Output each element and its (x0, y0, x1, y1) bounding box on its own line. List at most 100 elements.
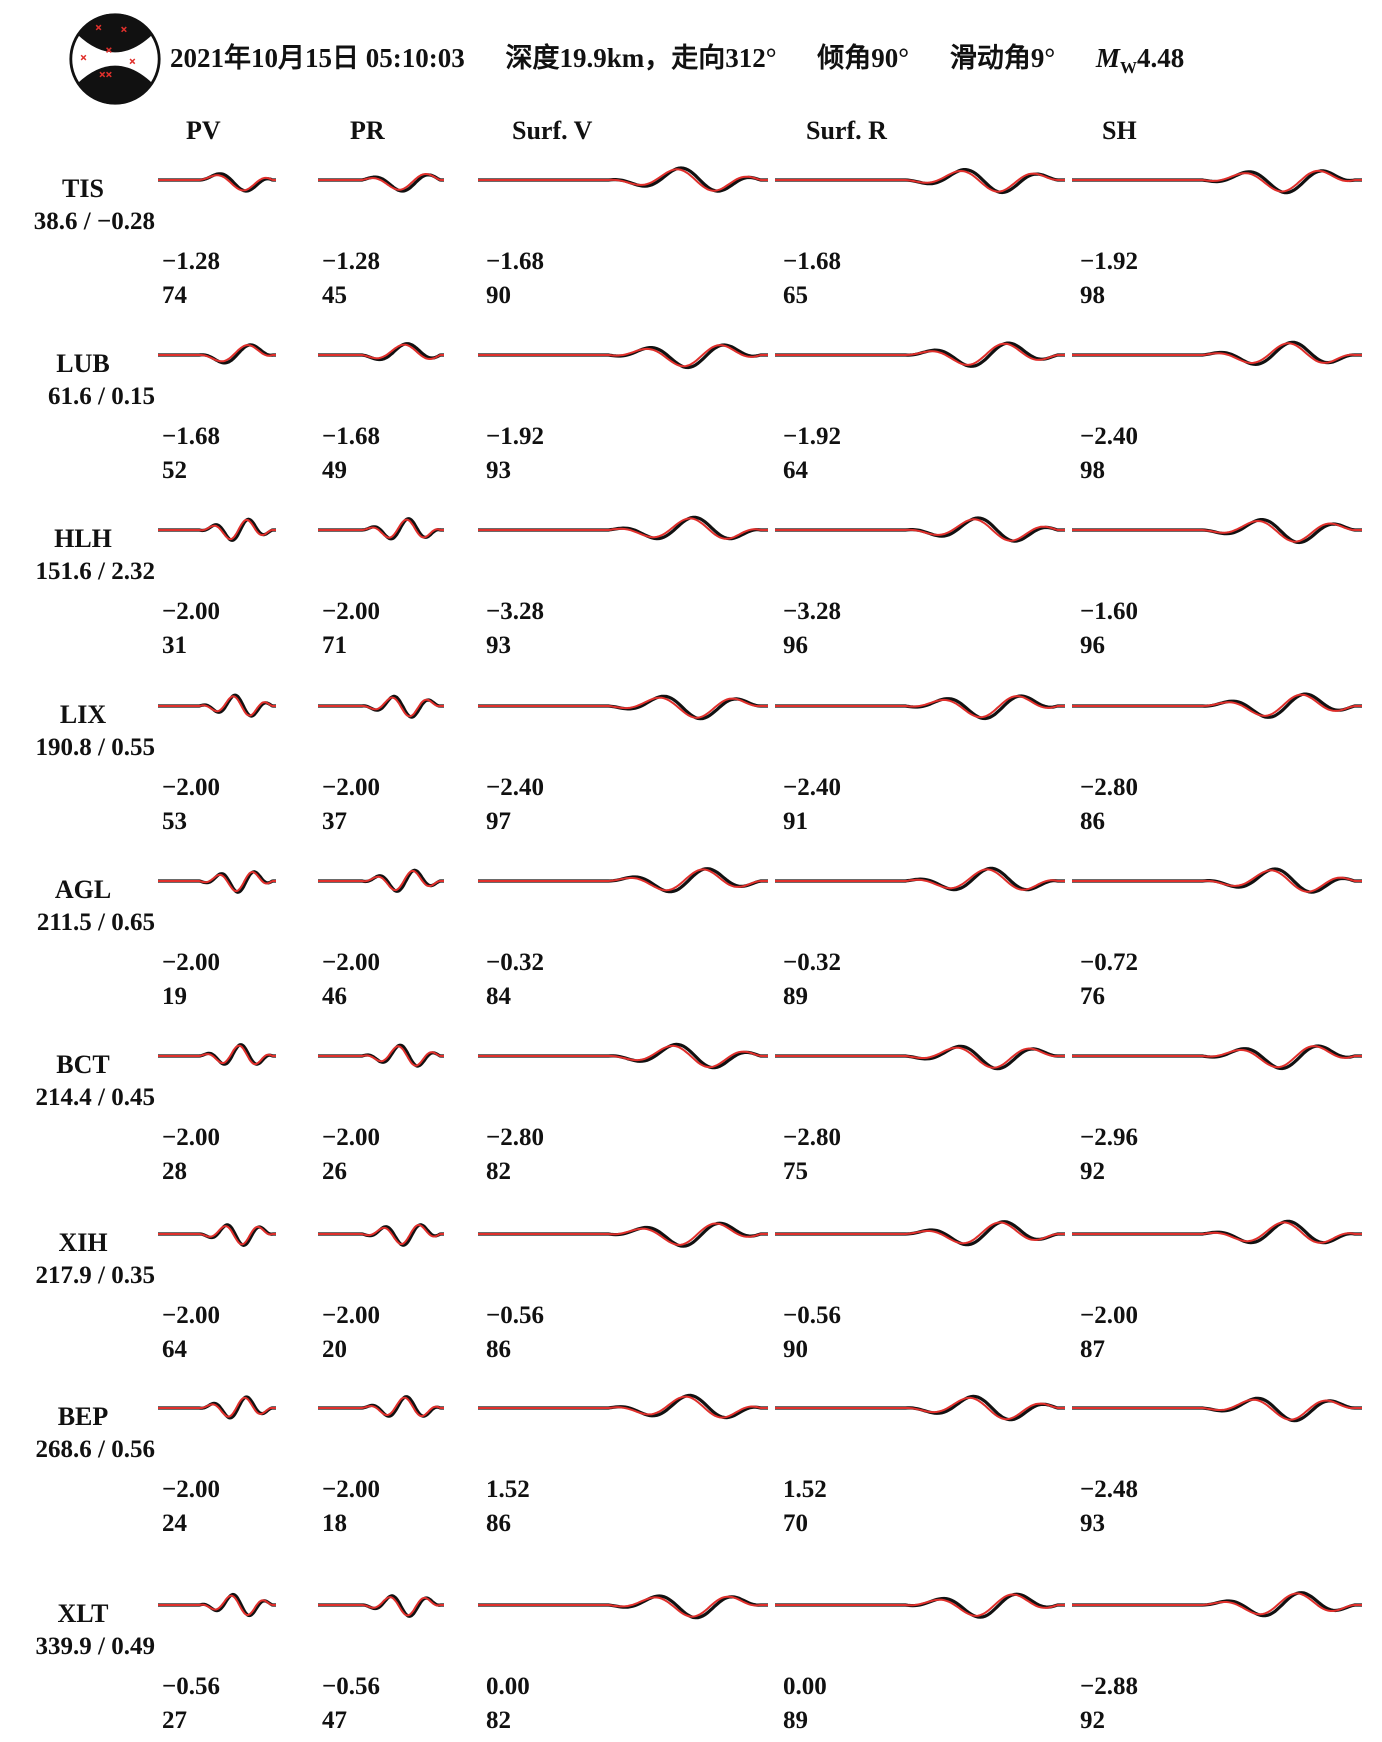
correlation-value: 65 (783, 282, 808, 309)
observed-waveform (158, 172, 276, 193)
correlation-value: 91 (783, 808, 808, 835)
time-shift-value: −2.00 (162, 1476, 220, 1503)
time-shift-value: −1.68 (783, 248, 841, 275)
observed-waveform (318, 1223, 444, 1247)
station-name: LIX (59, 700, 107, 729)
correlation-value: 20 (322, 1336, 347, 1363)
correlation-value: 76 (1080, 983, 1105, 1010)
station-name: HLH (54, 524, 112, 553)
station-distance-azimuth: 217.9 / 0.35 (35, 1262, 155, 1289)
correlation-value: 98 (1080, 457, 1105, 484)
station-name: XLT (57, 1599, 109, 1628)
synthetic-waveform (1072, 1221, 1362, 1244)
correlation-value: 93 (1080, 1510, 1105, 1537)
synthetic-waveform (158, 174, 276, 192)
observed-waveform (158, 517, 276, 542)
synthetic-waveform (775, 169, 1065, 193)
time-shift-value: 0.00 (486, 1673, 530, 1700)
observed-waveform (775, 694, 1065, 721)
time-shift-value: −0.72 (1080, 949, 1138, 976)
observed-waveform (1072, 518, 1362, 545)
correlation-value: 90 (486, 282, 511, 309)
observed-waveform (775, 516, 1065, 543)
time-shift-value: −3.28 (783, 598, 841, 625)
observed-waveform (478, 1594, 768, 1620)
observed-waveform (318, 342, 444, 362)
time-shift-value: −2.00 (162, 1124, 220, 1151)
observed-waveform (775, 1220, 1065, 1247)
observed-waveform (158, 1395, 276, 1420)
correlation-value: 82 (486, 1707, 511, 1734)
time-shift-value: −3.28 (486, 598, 544, 625)
time-shift-value: −0.32 (486, 949, 544, 976)
observed-waveform (478, 1221, 768, 1248)
observed-waveform (318, 868, 444, 893)
station-distance-azimuth: 214.4 / 0.45 (35, 1084, 155, 1111)
magnitude-symbol: M (1095, 43, 1120, 73)
time-shift-value: −1.68 (162, 423, 220, 450)
observed-waveform (775, 1044, 1065, 1071)
synthetic-waveform (478, 168, 768, 192)
correlation-value: 71 (322, 632, 347, 659)
observed-waveform (478, 867, 768, 894)
station-name: AGL (54, 875, 112, 904)
correlation-value: 37 (322, 808, 347, 835)
time-shift-value: −2.80 (1080, 774, 1138, 801)
correlation-value: 46 (322, 983, 347, 1010)
synthetic-waveform (775, 518, 1065, 542)
correlation-value: 49 (322, 457, 347, 484)
observed-waveform (775, 168, 1065, 195)
station-distance-azimuth: 151.6 / 2.32 (35, 558, 155, 585)
synthetic-waveform (318, 696, 444, 718)
time-shift-value: −2.00 (162, 949, 220, 976)
time-shift-value: −0.32 (783, 949, 841, 976)
observed-waveform (318, 173, 444, 193)
time-shift-value: −2.40 (1080, 423, 1138, 450)
observed-waveform (158, 1043, 276, 1066)
event-magnitude: MW4.48 (1095, 43, 1184, 77)
event-depth-strike: 深度19.9km，走向312° (505, 43, 777, 73)
station-name: LUB (56, 349, 110, 378)
correlation-value: 24 (162, 1510, 187, 1537)
correlation-value: 64 (783, 457, 808, 484)
synthetic-waveform (775, 695, 1065, 719)
time-shift-value: −2.80 (486, 1124, 544, 1151)
observed-waveform (1072, 1591, 1362, 1618)
synthetic-waveform (775, 1396, 1065, 1421)
column-header-4: SH (1102, 116, 1137, 145)
correlation-value: 86 (1080, 808, 1105, 835)
correlation-value: 90 (783, 1336, 808, 1363)
synthetic-waveform (775, 868, 1065, 891)
synthetic-waveform (158, 1225, 276, 1246)
observed-waveform (158, 343, 276, 365)
correlation-value: 87 (1080, 1336, 1105, 1363)
synthetic-waveform (1072, 342, 1362, 365)
synthetic-waveform (318, 1223, 444, 1246)
synthetic-waveform (158, 1396, 276, 1418)
synthetic-waveform (158, 870, 276, 893)
correlation-value: 96 (783, 632, 808, 659)
time-shift-value: −1.68 (322, 423, 380, 450)
time-shift-value: −0.56 (322, 1673, 380, 1700)
observed-waveform (775, 1394, 1065, 1422)
correlation-value: 26 (322, 1158, 347, 1185)
correlation-value: 18 (322, 1510, 347, 1537)
event-rake: 滑动角9° (949, 43, 1056, 73)
observed-waveform (1072, 1396, 1362, 1423)
time-shift-value: −1.28 (322, 248, 380, 275)
time-shift-value: −1.92 (486, 423, 544, 450)
station-distance-azimuth: 339.9 / 0.49 (35, 1633, 155, 1660)
observed-waveform (318, 517, 444, 541)
time-shift-value: 1.52 (783, 1476, 827, 1503)
time-shift-value: −2.80 (783, 1124, 841, 1151)
synthetic-waveform (318, 869, 444, 892)
synthetic-waveform (1072, 1592, 1362, 1616)
observed-waveform (318, 1594, 444, 1618)
correlation-value: 27 (162, 1707, 187, 1734)
event-header: 2021年10月15日 05:10:03 深度19.9km，走向312° 倾角9… (170, 36, 1218, 78)
synthetic-waveform (775, 1593, 1065, 1617)
correlation-value: 45 (322, 282, 347, 309)
time-shift-value: −0.56 (162, 1673, 220, 1700)
correlation-value: 92 (1080, 1158, 1105, 1185)
